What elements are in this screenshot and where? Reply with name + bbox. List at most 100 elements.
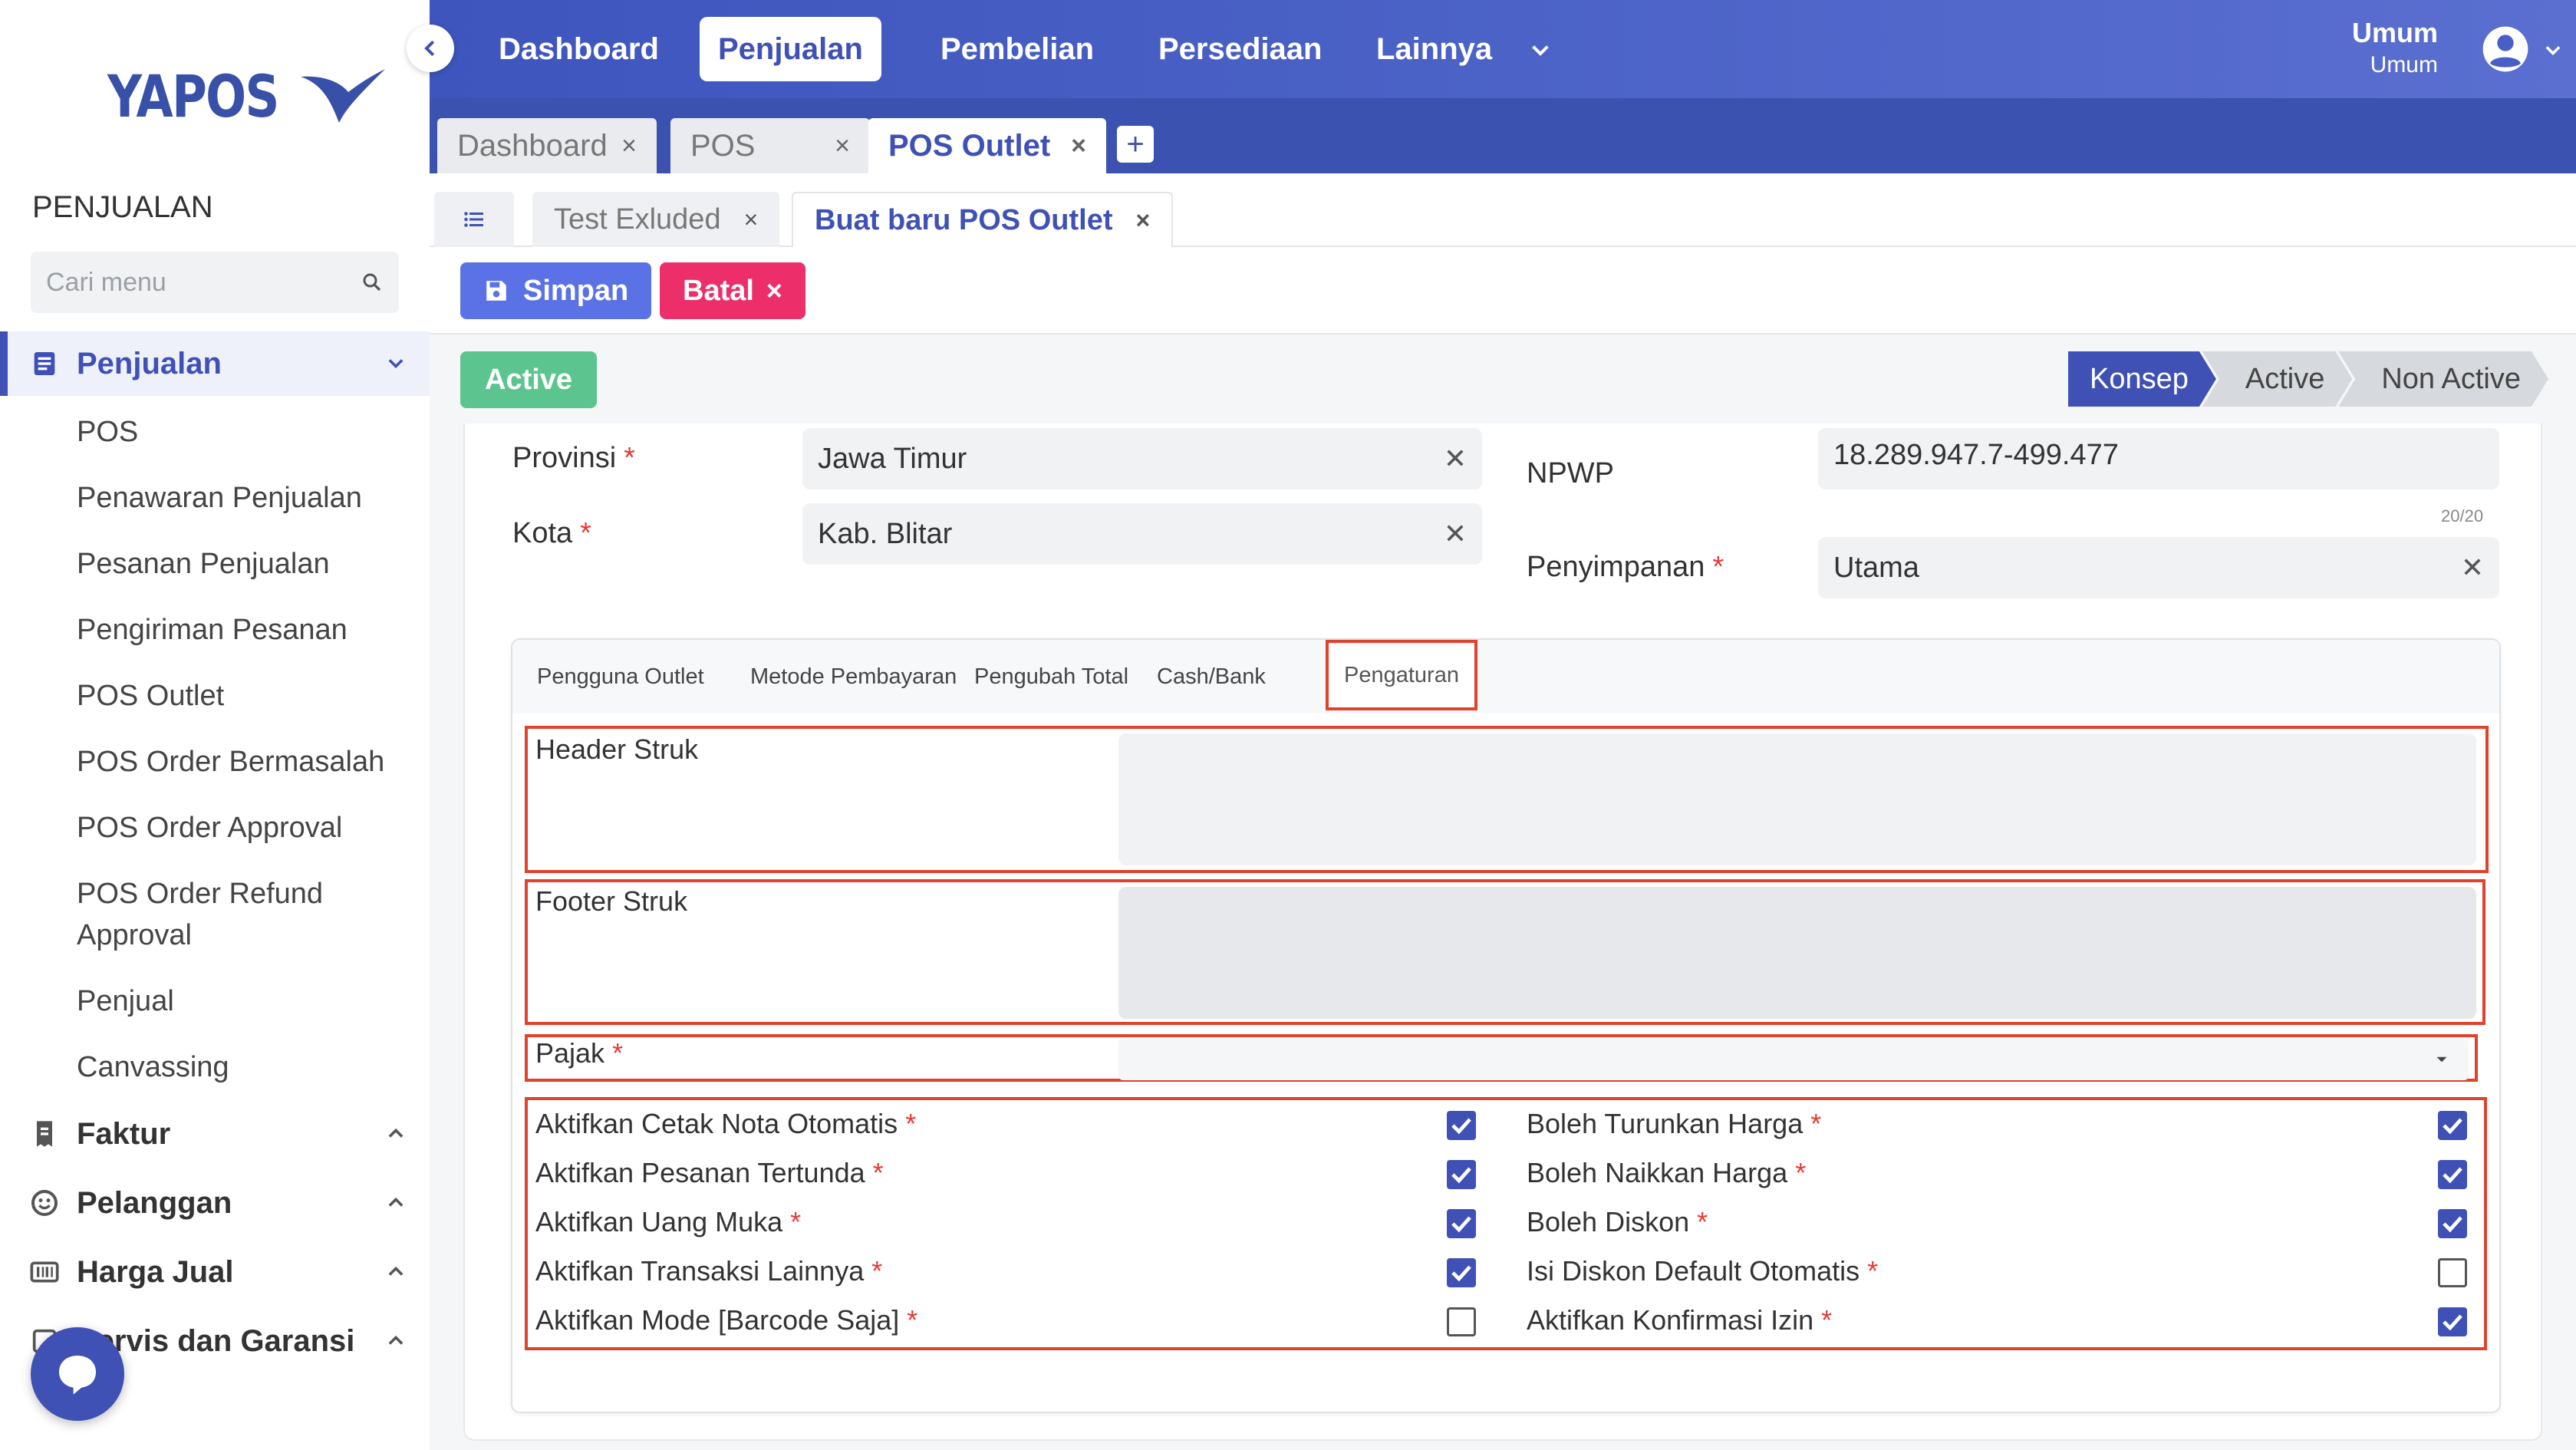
checkbox-left-4[interactable]: [1447, 1307, 1476, 1336]
checkbox-left-0[interactable]: [1447, 1111, 1476, 1140]
close-icon[interactable]: ×: [1135, 206, 1151, 234]
pajak-highlight: [525, 1034, 2478, 1082]
sidebar-group-harga-jual[interactable]: Harga Jual: [0, 1240, 430, 1304]
save-button[interactable]: Simpan: [460, 262, 652, 319]
close-icon[interactable]: ×: [835, 130, 850, 160]
chevron-down-icon: [388, 359, 404, 368]
provinsi-value: Jawa Timur: [818, 442, 967, 475]
chevron-down-icon[interactable]: [2542, 40, 2564, 61]
cancel-button[interactable]: Batal ×: [660, 262, 805, 319]
clear-icon[interactable]: ✕: [2460, 552, 2484, 583]
tab-pengaturan[interactable]: Pengaturan: [1326, 640, 1477, 710]
tab-pengguna-outlet[interactable]: Pengguna Outlet: [537, 664, 704, 689]
chat-support-button[interactable]: [31, 1327, 124, 1421]
provinsi-field[interactable]: Jawa Timur ✕: [802, 428, 1482, 489]
tab-label: POS: [690, 128, 756, 163]
menu-search-input[interactable]: [46, 267, 338, 298]
kota-label: Kota *: [512, 517, 591, 549]
add-tab-button[interactable]: +: [1117, 126, 1154, 163]
close-icon[interactable]: ×: [743, 205, 759, 233]
checkbox-left-1[interactable]: [1447, 1160, 1476, 1189]
sub-tab-buat-baru-pos-outlet[interactable]: Buat baru POS Outlet ×: [792, 192, 1174, 247]
step-konsep[interactable]: Konsep: [2068, 351, 2216, 407]
sub-tab-test-exluded[interactable]: Test Exluded ×: [532, 192, 780, 247]
checkbox-right-3[interactable]: [2438, 1258, 2467, 1287]
step-non-active[interactable]: Non Active: [2338, 351, 2548, 407]
chevron-up-icon: [388, 1335, 404, 1345]
kota-value: Kab. Blitar: [818, 517, 953, 550]
sidebar-item-pos-order-refund-approval[interactable]: POS Order Refund Approval: [77, 878, 324, 951]
npwp-field[interactable]: 18.289.947.7-499.477: [1818, 428, 2499, 489]
checkbox-label-right-1: Boleh Naikkan Harga *: [1527, 1157, 1807, 1188]
footer-struk-textarea[interactable]: [1118, 887, 2476, 1019]
tab-cash-bank[interactable]: Cash/Bank: [1157, 664, 1266, 689]
barcode-icon: [30, 1261, 59, 1283]
sidebar-item-penawaran-penjualan[interactable]: Penawaran Penjualan: [77, 482, 362, 514]
close-icon[interactable]: ×: [1071, 130, 1086, 160]
topnav-lainnya[interactable]: Lainnya: [1376, 31, 1493, 66]
close-icon[interactable]: ×: [621, 130, 637, 160]
checkbox-label-left-2: Aktifkan Uang Muka *: [535, 1206, 802, 1237]
sidebar: YAPOS PENJUALAN Penjualan POS Penawaran …: [0, 0, 430, 1450]
sidebar-group-servis-dan-garansi[interactable]: Servis dan Garansi: [0, 1309, 430, 1373]
document-list-icon: [34, 352, 55, 375]
clear-icon[interactable]: ✕: [1443, 518, 1467, 549]
sub-tab-bar: Test Exluded × Buat baru POS Outlet ×: [430, 173, 2576, 247]
tab-pengubah-total[interactable]: Pengubah Total: [974, 664, 1129, 689]
checkbox-right-2[interactable]: [2438, 1209, 2467, 1238]
sidebar-item-canvassing[interactable]: Canvassing: [77, 1051, 229, 1083]
chevron-down-icon[interactable]: [1528, 38, 1553, 63]
app-logo[interactable]: YAPOS: [107, 61, 400, 130]
header-struk-textarea[interactable]: [1118, 733, 2476, 865]
kota-field[interactable]: Kab. Blitar ✕: [802, 503, 1482, 565]
list-view-button[interactable]: [434, 192, 514, 247]
window-tab-bar: Dashboard × POS × POS Outlet × +: [430, 98, 2576, 173]
npwp-value: 18.289.947.7-499.477: [1833, 439, 2119, 471]
step-active[interactable]: Active: [2202, 351, 2352, 407]
menu-search[interactable]: [31, 252, 399, 313]
chevron-left-icon: [424, 40, 435, 57]
checkbox-left-2[interactable]: [1447, 1209, 1476, 1238]
sidebar-item-pos-outlet[interactable]: POS Outlet: [77, 680, 225, 712]
checkbox-label-left-0: Aktifkan Cetak Nota Otomatis *: [535, 1108, 917, 1139]
sidebar-group-label: Harga Jual: [77, 1254, 234, 1289]
form-card: Provinsi * Jawa Timur ✕ Kota * Kab. Blitar…: [463, 423, 2542, 1441]
topnav-pembelian[interactable]: Pembelian: [940, 31, 1095, 66]
pajak-label: Pajak *: [535, 1037, 624, 1069]
topnav-persediaan[interactable]: Persediaan: [1158, 31, 1323, 66]
checkbox-right-0[interactable]: [2438, 1111, 2467, 1140]
pajak-select[interactable]: [1118, 1039, 2469, 1080]
tab-label: POS Outlet: [888, 128, 1051, 163]
tab-label: Buat baru POS Outlet: [815, 203, 1113, 236]
clear-icon[interactable]: ✕: [1443, 443, 1467, 474]
topnav-penjualan[interactable]: Penjualan: [700, 17, 881, 81]
sidebar-item-pesanan-penjualan[interactable]: Pesanan Penjualan: [77, 548, 330, 580]
checkbox-right-4[interactable]: [2438, 1307, 2467, 1336]
chat-icon: [59, 1356, 96, 1395]
avatar-icon[interactable]: [2481, 25, 2530, 74]
invoice-icon: [37, 1121, 52, 1147]
penyimpanan-field[interactable]: Utama ✕: [1818, 537, 2499, 598]
sidebar-item-pos-order-approval[interactable]: POS Order Approval: [77, 812, 343, 844]
tab-metode-pembayaran[interactable]: Metode Pembayaran: [750, 664, 957, 689]
sidebar-item-pos-order-bermasalah[interactable]: POS Order Bermasalah: [77, 746, 385, 778]
checkbox-label-left-4: Aktifkan Mode [Barcode Saja] *: [535, 1304, 918, 1336]
sidebar-item-pengiriman-pesanan[interactable]: Pengiriman Pesanan: [77, 614, 348, 646]
checkbox-left-3[interactable]: [1447, 1258, 1476, 1287]
smiley-icon: [31, 1190, 58, 1216]
penyimpanan-value: Utama: [1833, 551, 1919, 584]
sidebar-item-penjual[interactable]: Penjual: [77, 985, 174, 1017]
footer-struk-highlight: [525, 879, 2485, 1025]
sidebar-collapse-button[interactable]: [407, 25, 454, 72]
checkbox-right-1[interactable]: [2438, 1160, 2467, 1189]
sidebar-group-pelanggan[interactable]: Pelanggan: [0, 1171, 430, 1235]
topnav-dashboard[interactable]: Dashboard: [499, 31, 659, 66]
window-tab-pos[interactable]: POS ×: [670, 118, 870, 173]
window-tab-dashboard[interactable]: Dashboard ×: [437, 118, 657, 173]
sidebar-group-penjualan[interactable]: Penjualan: [0, 331, 430, 396]
sidebar-item-pos[interactable]: POS: [77, 416, 139, 448]
window-tab-pos-outlet[interactable]: POS Outlet ×: [868, 118, 1106, 173]
list-icon: [464, 212, 483, 227]
sidebar-group-faktur[interactable]: Faktur: [0, 1102, 430, 1166]
panel-tab-bar: Pengguna Outlet Metode Pembayaran Pengub…: [512, 640, 2499, 713]
